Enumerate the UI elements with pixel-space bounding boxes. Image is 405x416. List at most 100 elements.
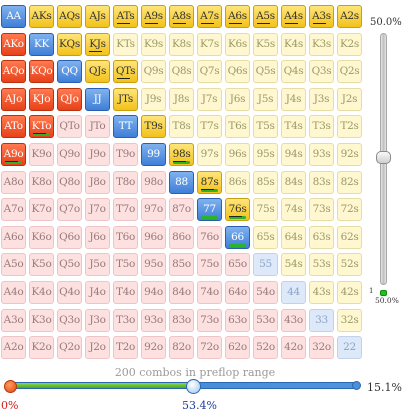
hand-cell-86o[interactable]: 86o [169,225,194,249]
hand-cell-42s[interactable]: 42s [337,281,362,304]
hand-cell-a3o[interactable]: A3o [1,308,26,332]
hand-cell-q5s[interactable]: Q5s [253,60,278,84]
hand-cell-t5o[interactable]: T5o [113,253,138,277]
hand-cell-k6o[interactable]: K6o [29,225,54,249]
hand-cell-j2o[interactable]: J2o [85,336,110,360]
hand-cell-j7s[interactable]: J7s [197,87,222,111]
hand-cell-ako[interactable]: AKo [1,32,26,56]
hand-cell-k7o[interactable]: K7o [29,198,54,222]
hand-cell-a5o[interactable]: A5o [1,253,26,277]
hand-cell-22[interactable]: 22 [337,336,362,360]
hand-cell-93o[interactable]: 93o [141,308,166,332]
hand-cell-k2o[interactable]: K2o [29,336,54,360]
hand-cell-a7o[interactable]: A7o [1,198,26,222]
hand-cell-64o[interactable]: 64o [225,281,250,304]
hand-cell-63s[interactable]: 63s [309,225,334,249]
hand-cell-j8s[interactable]: J8s [169,87,194,111]
hand-cell-t8o[interactable]: T8o [113,170,138,194]
hand-cell-kts[interactable]: KTs [113,32,138,56]
hand-cell-qto[interactable]: QTo [57,115,82,139]
hand-cell-32s[interactable]: 32s [337,308,362,332]
hand-cell-52s[interactable]: 52s [337,253,362,277]
hand-cell-t2s[interactable]: T2s [337,115,362,139]
hand-cell-k9s[interactable]: K9s [141,32,166,56]
hand-cell-t6s[interactable]: T6s [225,115,250,139]
hand-cell-tt[interactable]: TT [113,115,138,139]
hand-cell-73s[interactable]: 73s [309,198,334,222]
hand-cell-t3s[interactable]: T3s [309,115,334,139]
hand-cell-j6s[interactable]: J6s [225,87,250,111]
hand-cell-44[interactable]: 44 [281,281,306,304]
hand-cell-j7o[interactable]: J7o [85,198,110,222]
hand-cell-k6s[interactable]: K6s [225,32,250,56]
hand-cell-73o[interactable]: 73o [197,308,222,332]
hand-cell-k2s[interactable]: K2s [337,32,362,56]
hand-cell-t5s[interactable]: T5s [253,115,278,139]
hand-cell-j9o[interactable]: J9o [85,143,110,166]
hand-cell-72s[interactable]: 72s [337,198,362,222]
hand-cell-92s[interactable]: 92s [337,143,362,166]
hand-cell-aks[interactable]: AKs [29,5,54,28]
hand-cell-a9s[interactable]: A9s [141,5,166,28]
hand-cell-98o[interactable]: 98o [141,170,166,194]
hand-cell-85o[interactable]: 85o [169,253,194,277]
hand-cell-a8o[interactable]: A8o [1,170,26,194]
hand-cell-t3o[interactable]: T3o [113,308,138,332]
hand-cell-q5o[interactable]: Q5o [57,253,82,277]
hand-cell-83s[interactable]: 83s [309,170,334,194]
hand-cell-j4s[interactable]: J4s [281,87,306,111]
hand-cell-ajo[interactable]: AJo [1,87,26,111]
hand-cell-q7o[interactable]: Q7o [57,198,82,222]
hand-cell-86s[interactable]: 86s [225,170,250,194]
hand-cell-k4s[interactable]: K4s [281,32,306,56]
hand-cell-qq[interactable]: QQ [57,60,82,84]
hand-cell-j3o[interactable]: J3o [85,308,110,332]
hand-cell-74s[interactable]: 74s [281,198,306,222]
hand-cell-k5s[interactable]: K5s [253,32,278,56]
hand-cell-a6o[interactable]: A6o [1,225,26,249]
hand-cell-a5s[interactable]: A5s [253,5,278,28]
hand-cell-k9o[interactable]: K9o [29,143,54,166]
hand-cell-a4s[interactable]: A4s [281,5,306,28]
hand-cell-33[interactable]: 33 [309,308,334,332]
hand-cell-ats[interactable]: ATs [113,5,138,28]
hand-cell-99[interactable]: 99 [141,143,166,166]
hand-cell-74o[interactable]: 74o [197,281,222,304]
hand-cell-q8o[interactable]: Q8o [57,170,82,194]
hand-cell-82s[interactable]: 82s [337,170,362,194]
hand-cell-ato[interactable]: ATo [1,115,26,139]
hand-cell-q3s[interactable]: Q3s [309,60,334,84]
hand-cell-88[interactable]: 88 [169,170,194,194]
hand-cell-a3s[interactable]: A3s [309,5,334,28]
hand-cell-q6o[interactable]: Q6o [57,225,82,249]
hand-cell-t4s[interactable]: T4s [281,115,306,139]
hand-cell-97s[interactable]: 97s [197,143,222,166]
hand-cell-jts[interactable]: JTs [113,87,138,111]
hand-cell-94s[interactable]: 94s [281,143,306,166]
hand-cell-t7s[interactable]: T7s [197,115,222,139]
hand-cell-q9o[interactable]: Q9o [57,143,82,166]
hand-cell-62o[interactable]: 62o [225,336,250,360]
hand-cell-j5o[interactable]: J5o [85,253,110,277]
hand-cell-j2s[interactable]: J2s [337,87,362,111]
hand-cell-aqo[interactable]: AQo [1,60,26,84]
hand-cell-kk[interactable]: KK [29,32,54,56]
hand-cell-72o[interactable]: 72o [197,336,222,360]
hand-cell-65s[interactable]: 65s [253,225,278,249]
hand-cell-q2o[interactable]: Q2o [57,336,82,360]
hand-cell-j9s[interactable]: J9s [141,87,166,111]
hand-cell-32o[interactable]: 32o [309,336,334,360]
hand-cell-q9s[interactable]: Q9s [141,60,166,84]
hand-cell-j3s[interactable]: J3s [309,87,334,111]
hand-cell-j5s[interactable]: J5s [253,87,278,111]
hand-cell-j4o[interactable]: J4o [85,281,110,304]
hand-cell-t9o[interactable]: T9o [113,143,138,166]
hand-cell-k8s[interactable]: K8s [169,32,194,56]
hand-cell-q4s[interactable]: Q4s [281,60,306,84]
hand-cell-kto[interactable]: KTo [29,115,54,139]
hand-cell-95s[interactable]: 95s [253,143,278,166]
hand-cell-85s[interactable]: 85s [253,170,278,194]
hand-cell-j6o[interactable]: J6o [85,225,110,249]
hand-cell-66[interactable]: 66 [225,225,250,249]
hand-cell-q4o[interactable]: Q4o [57,281,82,304]
